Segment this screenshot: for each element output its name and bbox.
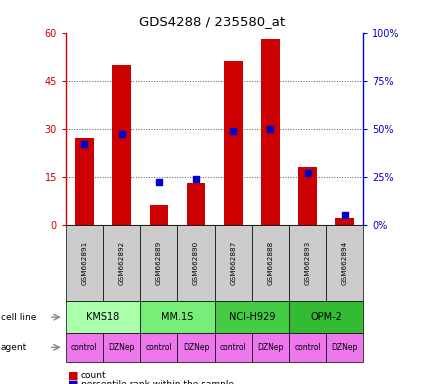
- Bar: [112, 65, 131, 225]
- Text: percentile rank within the sample: percentile rank within the sample: [81, 380, 234, 384]
- Text: GSM662894: GSM662894: [342, 241, 348, 285]
- Point: [267, 126, 274, 132]
- Text: GDS4288 / 235580_at: GDS4288 / 235580_at: [139, 15, 286, 28]
- Text: GSM662888: GSM662888: [267, 241, 273, 285]
- Bar: [75, 138, 94, 225]
- Text: count: count: [81, 371, 106, 380]
- Text: control: control: [71, 343, 98, 352]
- Text: GSM662893: GSM662893: [305, 241, 311, 285]
- Text: GSM662887: GSM662887: [230, 241, 236, 285]
- Point: [81, 141, 88, 147]
- Bar: [150, 205, 168, 225]
- Text: KMS18: KMS18: [86, 312, 120, 322]
- Text: ■: ■: [68, 370, 79, 380]
- Bar: [261, 39, 280, 225]
- Point: [341, 212, 348, 218]
- Text: GSM662889: GSM662889: [156, 241, 162, 285]
- Text: MM.1S: MM.1S: [162, 312, 193, 322]
- Point: [230, 127, 237, 134]
- Text: control: control: [220, 343, 246, 352]
- Bar: [298, 167, 317, 225]
- Bar: [335, 218, 354, 225]
- Text: GSM662892: GSM662892: [119, 241, 125, 285]
- Text: NCI-H929: NCI-H929: [229, 312, 275, 322]
- Bar: [187, 183, 205, 225]
- Text: cell line: cell line: [1, 313, 36, 322]
- Point: [304, 170, 311, 176]
- Text: OPM-2: OPM-2: [310, 312, 342, 322]
- Text: ■: ■: [68, 380, 79, 384]
- Text: control: control: [145, 343, 172, 352]
- Text: DZNep: DZNep: [257, 343, 283, 352]
- Text: control: control: [294, 343, 321, 352]
- Text: GSM662890: GSM662890: [193, 241, 199, 285]
- Text: agent: agent: [1, 343, 27, 352]
- Text: DZNep: DZNep: [332, 343, 358, 352]
- Point: [118, 131, 125, 137]
- Point: [193, 175, 199, 182]
- Bar: [224, 61, 243, 225]
- Text: DZNep: DZNep: [108, 343, 135, 352]
- Text: GSM662891: GSM662891: [82, 241, 88, 285]
- Text: DZNep: DZNep: [183, 343, 209, 352]
- Point: [156, 179, 162, 185]
